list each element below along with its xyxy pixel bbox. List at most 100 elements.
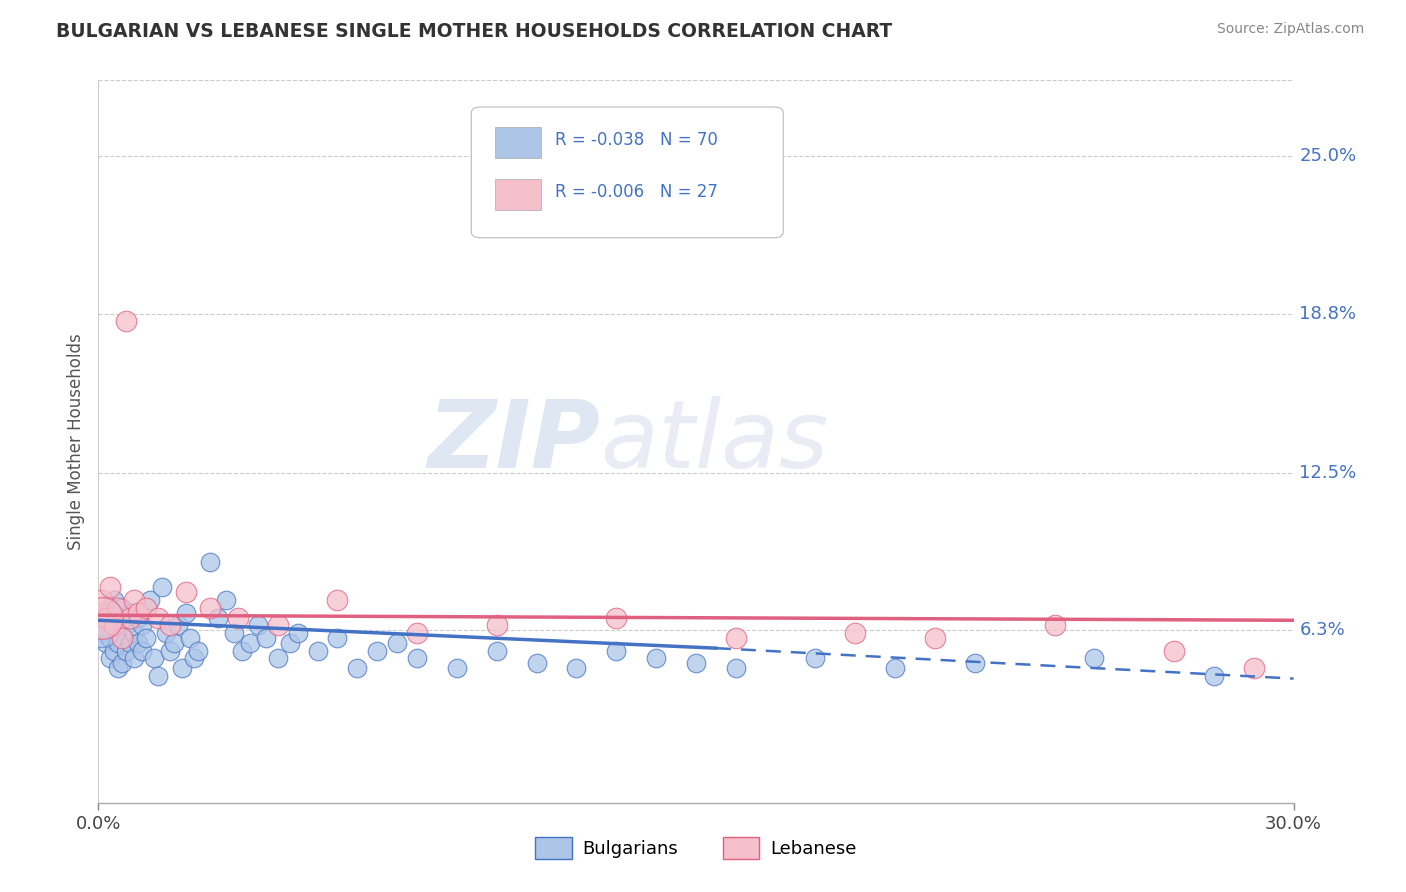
Point <box>254 631 277 645</box>
Point <box>222 626 245 640</box>
Point <box>90 611 112 625</box>
Point <box>107 661 129 675</box>
Point <box>131 618 153 632</box>
Point <box>135 600 157 615</box>
Point <box>1043 618 1066 632</box>
Point <box>167 618 190 632</box>
Point <box>127 611 149 625</box>
Point <box>207 611 229 625</box>
Point <box>111 631 134 645</box>
Point <box>485 643 508 657</box>
Point <box>96 611 118 625</box>
Point <box>91 624 114 638</box>
Point <box>111 631 134 645</box>
Point <box>1163 643 1185 657</box>
Y-axis label: Single Mother Households: Single Mother Households <box>66 334 84 549</box>
Point <box>605 611 627 625</box>
Point <box>155 626 177 640</box>
Point <box>91 606 114 620</box>
Point <box>174 606 197 620</box>
Point <box>96 636 118 650</box>
Point <box>198 600 221 615</box>
Point <box>124 593 146 607</box>
Point <box>120 606 142 620</box>
Point <box>172 661 194 675</box>
Point <box>115 618 138 632</box>
Point <box>724 631 747 645</box>
Point <box>124 626 146 640</box>
Point <box>183 651 205 665</box>
Point <box>107 600 129 615</box>
Point <box>884 661 907 675</box>
Point <box>526 657 548 671</box>
Text: 6.3%: 6.3% <box>1299 622 1346 640</box>
Point <box>239 636 262 650</box>
Point <box>326 593 349 607</box>
Point <box>1202 669 1225 683</box>
Legend: Bulgarians, Lebanese: Bulgarians, Lebanese <box>529 830 863 866</box>
Point <box>246 618 269 632</box>
Point <box>366 643 388 657</box>
Point <box>267 651 290 665</box>
FancyBboxPatch shape <box>495 128 541 158</box>
Point <box>963 657 986 671</box>
Point <box>120 636 142 650</box>
Point <box>103 643 125 657</box>
Point <box>231 643 253 657</box>
Point <box>120 611 142 625</box>
Point <box>924 631 946 645</box>
Point <box>174 585 197 599</box>
Point <box>446 661 468 675</box>
Text: atlas: atlas <box>600 396 828 487</box>
Point <box>89 613 111 627</box>
Text: 18.8%: 18.8% <box>1299 304 1357 323</box>
Point <box>103 593 125 607</box>
Point <box>98 600 122 615</box>
Point <box>115 314 138 328</box>
Point <box>307 643 329 657</box>
Point <box>179 631 201 645</box>
Point <box>98 651 122 665</box>
Point <box>278 636 301 650</box>
Point <box>148 669 170 683</box>
Point <box>103 618 125 632</box>
Point <box>135 631 157 645</box>
Point <box>143 651 166 665</box>
Point <box>267 618 290 632</box>
Text: 12.5%: 12.5% <box>1299 464 1357 483</box>
Point <box>139 593 162 607</box>
Point <box>804 651 827 665</box>
Text: 25.0%: 25.0% <box>1299 147 1357 165</box>
Point <box>163 636 186 650</box>
Point <box>98 631 122 645</box>
Point <box>148 611 170 625</box>
Text: Source: ZipAtlas.com: Source: ZipAtlas.com <box>1216 22 1364 37</box>
Point <box>103 618 125 632</box>
Point <box>111 600 134 615</box>
Point <box>96 611 118 625</box>
FancyBboxPatch shape <box>495 179 541 211</box>
Point <box>485 618 508 632</box>
Point <box>724 661 747 675</box>
Point <box>127 636 149 650</box>
Point <box>685 657 707 671</box>
Point <box>326 631 349 645</box>
Point <box>91 593 114 607</box>
Point <box>107 611 129 625</box>
Text: ZIP: ZIP <box>427 395 600 488</box>
Point <box>406 651 429 665</box>
Point <box>346 661 368 675</box>
Point <box>98 580 122 594</box>
Point <box>115 643 138 657</box>
Point <box>645 651 668 665</box>
Point <box>1083 651 1105 665</box>
Point <box>159 618 181 632</box>
Point <box>131 643 153 657</box>
Point <box>287 626 309 640</box>
Point <box>150 580 173 594</box>
Point <box>844 626 866 640</box>
Point <box>187 643 209 657</box>
Text: BULGARIAN VS LEBANESE SINGLE MOTHER HOUSEHOLDS CORRELATION CHART: BULGARIAN VS LEBANESE SINGLE MOTHER HOUS… <box>56 22 893 41</box>
Point <box>565 661 588 675</box>
FancyBboxPatch shape <box>471 107 783 238</box>
